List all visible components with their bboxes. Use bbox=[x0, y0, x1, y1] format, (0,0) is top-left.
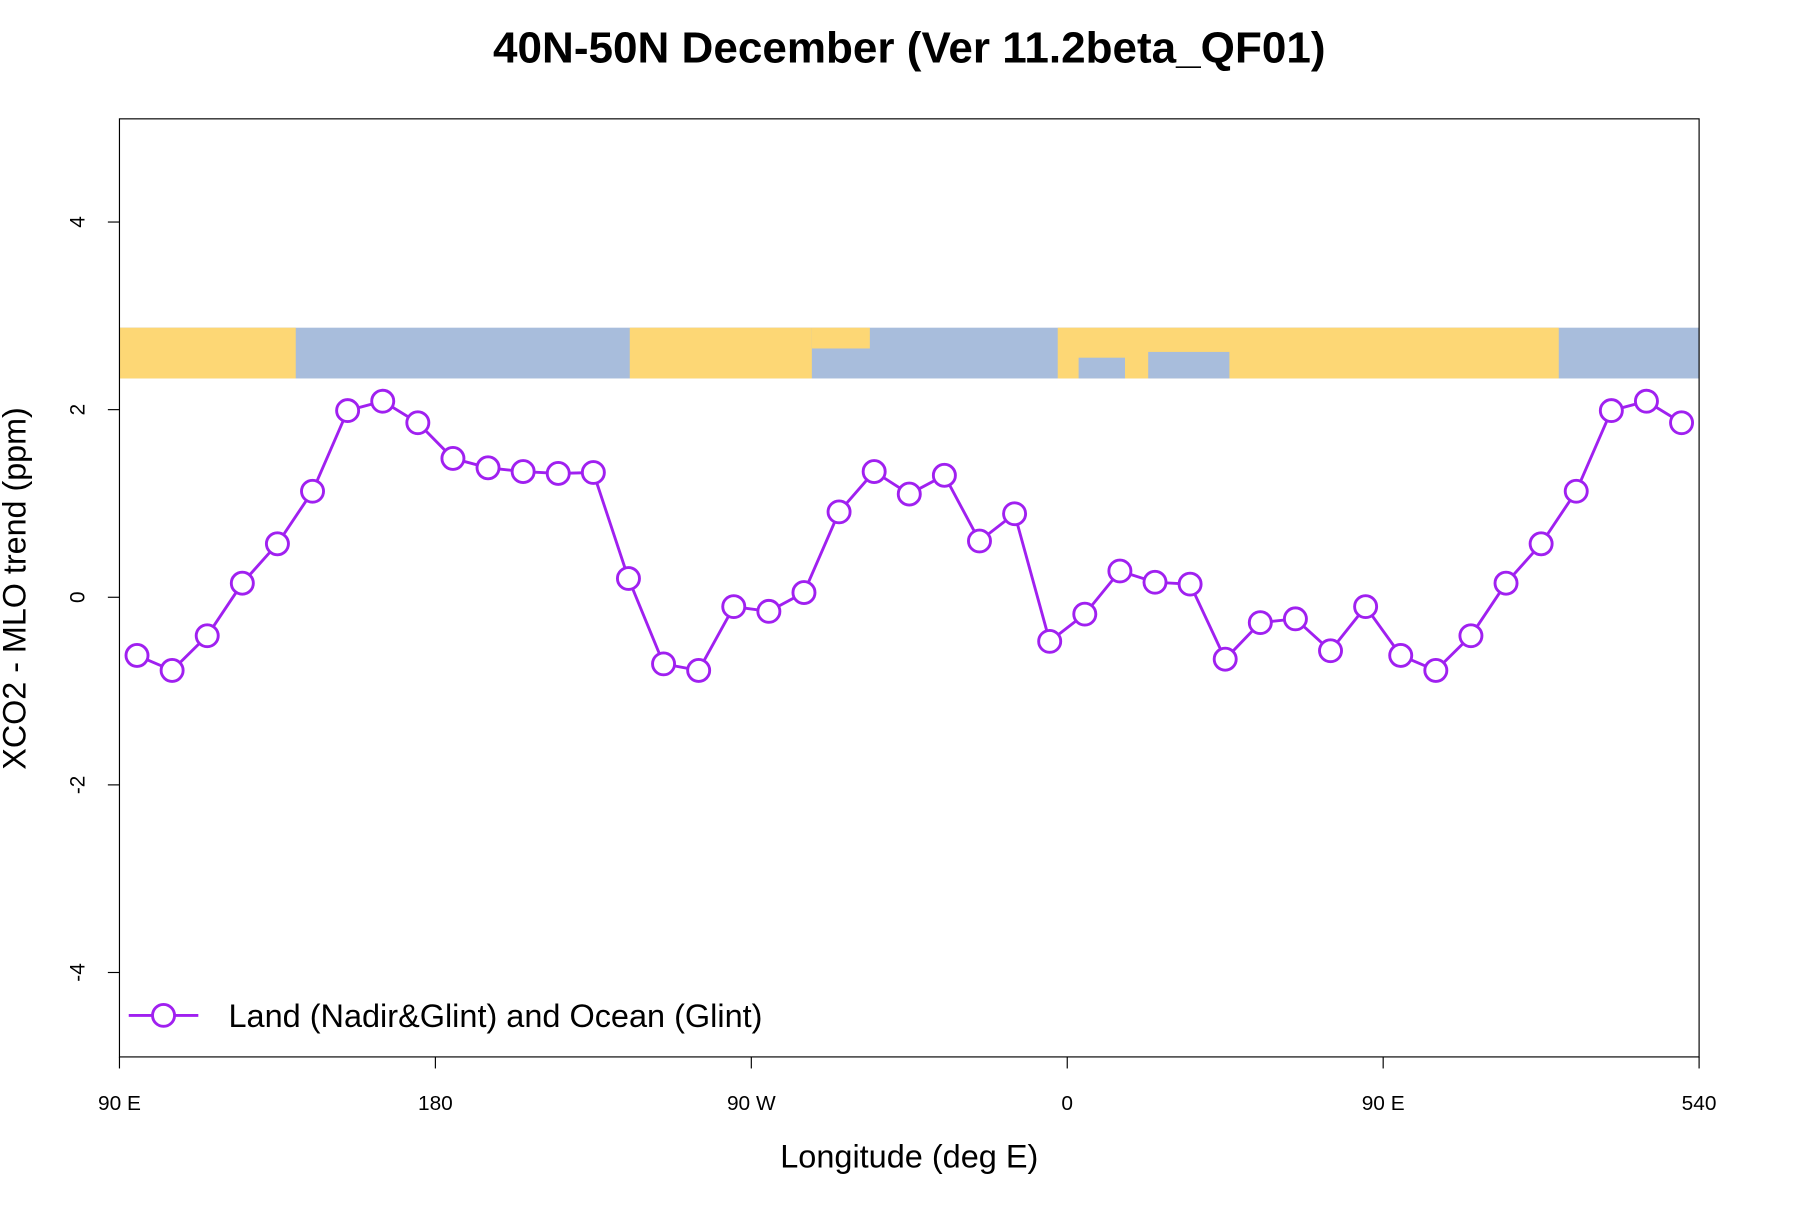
data-point bbox=[651, 651, 677, 677]
y-tick-label: -4 bbox=[67, 963, 90, 981]
x-tick-label: 90 W bbox=[727, 1092, 776, 1115]
data-point bbox=[896, 481, 922, 507]
chart-title: 40N-50N December (Ver 11.2beta_QF01) bbox=[493, 23, 1326, 72]
x-tick-label: 540 bbox=[1682, 1092, 1717, 1115]
data-point bbox=[159, 658, 185, 683]
data-point bbox=[1247, 610, 1273, 635]
data-point bbox=[615, 566, 641, 591]
legend-label: Land (Nadir&Glint) and Ocean (Glint) bbox=[228, 998, 762, 1034]
data-point bbox=[931, 462, 957, 488]
data-point bbox=[580, 460, 606, 485]
data-point bbox=[510, 459, 536, 484]
data-point bbox=[1318, 638, 1343, 664]
data-point bbox=[1493, 570, 1519, 596]
data-point bbox=[264, 531, 290, 557]
data-point bbox=[1177, 571, 1203, 597]
data-point bbox=[1282, 606, 1308, 632]
data-point bbox=[194, 623, 220, 649]
data-point bbox=[370, 388, 396, 414]
data-point bbox=[475, 455, 501, 481]
data-point bbox=[686, 658, 712, 683]
data-point bbox=[1423, 658, 1449, 683]
data-point bbox=[545, 461, 571, 486]
data-point bbox=[791, 580, 817, 605]
y-tick-label: 0 bbox=[67, 591, 90, 603]
data-point bbox=[1142, 569, 1168, 595]
x-tick-label: 180 bbox=[418, 1092, 453, 1115]
data-point bbox=[756, 598, 782, 624]
y-tick-label: 4 bbox=[67, 216, 90, 228]
data-point bbox=[1107, 558, 1133, 584]
data-point bbox=[1353, 594, 1379, 620]
data-point bbox=[440, 446, 466, 471]
data-point bbox=[721, 594, 747, 620]
y-tick-label: 2 bbox=[67, 404, 90, 416]
series-line bbox=[136, 399, 1683, 673]
data-point bbox=[1388, 643, 1414, 668]
data-point bbox=[1598, 398, 1624, 423]
data-point bbox=[967, 528, 992, 554]
data-point bbox=[1072, 601, 1098, 627]
data-point bbox=[1633, 388, 1659, 414]
y-axis-label: XCO2 - MLO trend (ppm) bbox=[0, 407, 33, 769]
x-tick-label: 90 E bbox=[98, 1092, 141, 1115]
data-point bbox=[1528, 531, 1554, 557]
data-point bbox=[1563, 478, 1589, 504]
x-tick-label: 90 E bbox=[1362, 1092, 1405, 1115]
data-point bbox=[1037, 628, 1063, 654]
data-point bbox=[124, 643, 150, 668]
data-point bbox=[1212, 646, 1238, 672]
legend-marker bbox=[151, 1002, 176, 1028]
x-tick-label: 0 bbox=[1061, 1092, 1073, 1115]
data-point bbox=[1669, 410, 1695, 436]
x-axis-label: Longitude (deg E) bbox=[780, 1139, 1038, 1175]
data-point bbox=[1458, 623, 1484, 649]
plot-frame bbox=[118, 118, 1700, 1058]
data-point bbox=[405, 410, 431, 436]
map-strip bbox=[119, 327, 1700, 379]
data-point bbox=[229, 570, 255, 596]
data-point bbox=[335, 398, 361, 423]
data-point bbox=[1002, 501, 1028, 527]
data-point bbox=[826, 499, 852, 525]
data-point bbox=[300, 478, 325, 504]
data-point bbox=[861, 459, 887, 484]
y-tick-label: -2 bbox=[67, 776, 90, 794]
